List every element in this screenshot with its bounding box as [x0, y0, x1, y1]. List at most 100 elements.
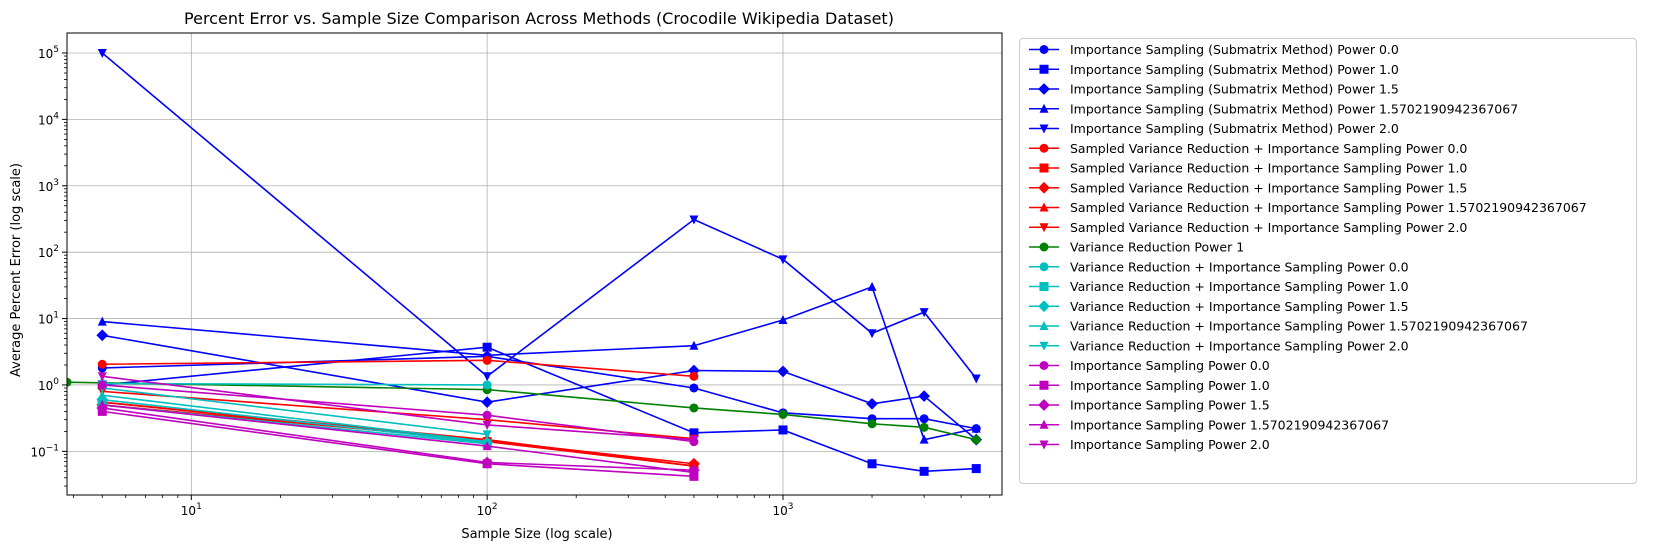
data-point: [971, 374, 981, 384]
legend-entry: Importance Sampling (Submatrix Method) P…: [1029, 101, 1518, 116]
data-point: [867, 281, 877, 291]
legend-marker: [1039, 45, 1049, 54]
legend-entry: Sampled Variance Reduction + Importance …: [1029, 161, 1467, 176]
data-point: [971, 423, 981, 433]
data-point: [778, 315, 788, 325]
legend-marker: [1039, 262, 1049, 272]
legend-marker: [1039, 124, 1049, 134]
data-point: [689, 467, 699, 477]
series-5: [97, 48, 981, 384]
legend-label: Sampled Variance Reduction + Importance …: [1070, 161, 1467, 176]
legend-marker: [1039, 380, 1049, 390]
legend-marker: [1039, 64, 1049, 74]
x-tick-label: 103: [772, 502, 793, 518]
legend-entry: Importance Sampling (Submatrix Method) P…: [1029, 82, 1399, 97]
data-point: [97, 316, 107, 326]
data-point: [689, 215, 699, 225]
legend-entry: Sampled Variance Reduction + Importance …: [1029, 200, 1587, 215]
legend-marker: [1038, 300, 1050, 313]
data-point: [482, 380, 492, 390]
y-tick-label: 103: [38, 178, 59, 194]
data-point: [867, 459, 877, 469]
series-line: [102, 398, 488, 444]
data-point: [689, 428, 699, 438]
legend-label: Importance Sampling Power 0.0: [1070, 358, 1270, 373]
data-point: [97, 380, 107, 390]
legend-marker: [1039, 242, 1049, 252]
data-point: [689, 371, 699, 381]
data-point: [96, 329, 109, 342]
data-point: [778, 409, 788, 419]
legend-entry: Variance Reduction + Importance Sampling…: [1029, 338, 1409, 353]
legend-marker: [1039, 419, 1049, 429]
y-tick-label: 10−1: [30, 443, 59, 459]
data-point: [689, 435, 699, 445]
y-axis-label: Average Percent Error (log scale): [9, 163, 24, 377]
data-point: [919, 422, 929, 432]
legend-marker: [1039, 103, 1049, 113]
legend-entry: Sampled Variance Reduction + Importance …: [1029, 180, 1467, 195]
data-point: [482, 410, 492, 420]
legend-label: Sampled Variance Reduction + Importance …: [1070, 220, 1467, 235]
legend-marker: [1039, 321, 1049, 330]
legend-label: Importance Sampling Power 1.0: [1070, 378, 1270, 393]
data-point: [97, 399, 107, 409]
data-point: [481, 396, 493, 409]
data-point: [866, 397, 878, 410]
x-axis-label: Sample Size (log scale): [461, 527, 612, 542]
legend-marker: [1039, 163, 1049, 173]
legend-entry: Importance Sampling Power 2.0: [1029, 437, 1270, 452]
data-point: [97, 359, 107, 369]
legend-marker: [1039, 143, 1049, 153]
legend-entry: Variance Reduction + Importance Sampling…: [1029, 319, 1528, 334]
data-point: [689, 403, 699, 413]
data-point: [919, 414, 929, 424]
data-point: [777, 365, 789, 378]
legend-label: Importance Sampling (Submatrix Method) P…: [1070, 82, 1399, 97]
series-line: [101, 52, 977, 380]
legend-entry: Variance Reduction + Importance Sampling…: [1029, 279, 1409, 294]
plot-series: [67, 48, 983, 481]
legend-entry: Variance Reduction Power 1: [1029, 240, 1244, 255]
y-tick-label: 104: [38, 111, 59, 127]
legend-marker: [1039, 282, 1049, 291]
legend-label: Sampled Variance Reduction + Importance …: [1070, 180, 1467, 195]
x-tick-label: 102: [477, 502, 498, 518]
data-point: [482, 342, 492, 352]
series-21: [97, 372, 699, 445]
series-18: [97, 406, 699, 481]
axis-ticks: 101 102 103 10−1 100 101 102 103 104 105: [30, 45, 991, 518]
series-line: [102, 394, 488, 443]
data-point: [482, 420, 492, 430]
legend-label: Variance Reduction + Importance Sampling…: [1070, 299, 1409, 314]
data-point: [919, 308, 929, 318]
legend-entry: Variance Reduction + Importance Sampling…: [1029, 259, 1409, 274]
data-point: [67, 377, 72, 387]
legend-label: Variance Reduction Power 1: [1070, 240, 1244, 255]
data-point: [481, 456, 493, 469]
legend-label: Variance Reduction + Importance Sampling…: [1070, 319, 1528, 334]
legend-label: Importance Sampling (Submatrix Method) P…: [1070, 121, 1399, 136]
legend-entry: Importance Sampling Power 1.0: [1029, 378, 1270, 393]
series-20: [97, 399, 699, 477]
legend-label: Importance Sampling Power 2.0: [1070, 437, 1270, 452]
legend-entries: Importance Sampling (Submatrix Method) P…: [1029, 42, 1587, 452]
data-point: [689, 383, 699, 393]
series-4: [97, 281, 981, 444]
data-point: [482, 355, 492, 365]
y-tick-label: 102: [38, 244, 59, 260]
legend-entry: Variance Reduction + Importance Sampling…: [1029, 299, 1409, 314]
legend-marker: [1039, 223, 1049, 233]
legend-entry: Importance Sampling Power 1.5: [1029, 398, 1270, 413]
legend-label: Importance Sampling (Submatrix Method) P…: [1070, 62, 1399, 77]
legend-label: Variance Reduction + Importance Sampling…: [1070, 279, 1409, 294]
data-point: [867, 329, 877, 339]
legend-marker: [1038, 83, 1050, 95]
legend-entry: Sampled Variance Reduction + Importance …: [1029, 220, 1467, 235]
x-tick-label: 101: [181, 502, 202, 518]
legend-label: Importance Sampling (Submatrix Method) P…: [1070, 42, 1399, 57]
legend-label: Sampled Variance Reduction + Importance …: [1070, 141, 1467, 156]
plot-frame: [66, 32, 1003, 496]
data-point: [482, 430, 492, 440]
legend: Importance Sampling (Submatrix Method) P…: [1019, 38, 1637, 484]
